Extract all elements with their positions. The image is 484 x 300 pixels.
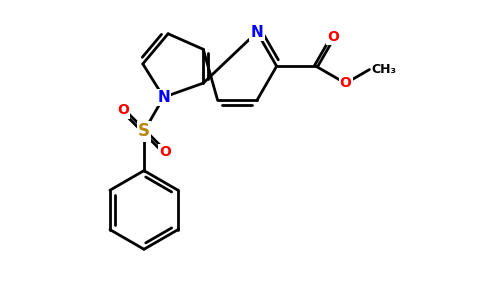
- Text: N: N: [251, 25, 263, 40]
- Text: S: S: [138, 122, 150, 140]
- Text: N: N: [157, 90, 170, 105]
- Text: O: O: [340, 76, 351, 90]
- Text: CH₃: CH₃: [372, 63, 397, 76]
- Text: O: O: [159, 145, 171, 159]
- Text: O: O: [327, 30, 339, 44]
- Text: O: O: [117, 103, 129, 117]
